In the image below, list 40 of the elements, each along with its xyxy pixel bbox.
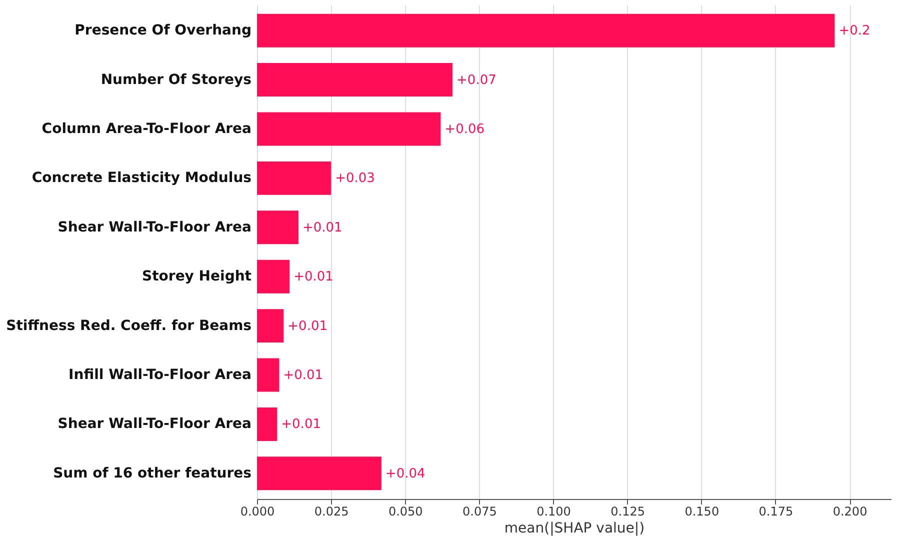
bar — [257, 358, 280, 392]
x-axis-title: mean(|SHAP value|) — [504, 520, 645, 536]
x-tick-label: 0.075 — [462, 504, 497, 518]
y-tick-label: Storey Height — [142, 268, 252, 285]
x-tick-label: 0.125 — [610, 504, 646, 518]
bar — [257, 14, 835, 48]
y-tick-label: Sum of 16 other features — [53, 465, 252, 482]
bar — [257, 309, 284, 343]
x-tick-label: 0.175 — [758, 504, 794, 518]
data-label: +0.01 — [281, 417, 321, 432]
data-label: +0.06 — [444, 122, 485, 137]
bar — [257, 112, 441, 146]
x-tick-label: 0.100 — [536, 504, 571, 518]
data-label: +0.01 — [294, 270, 334, 285]
bar — [257, 260, 290, 294]
bar — [257, 407, 278, 441]
y-tick-label: Infill Wall-To-Floor Area — [68, 367, 252, 384]
y-tick-label: Shear Wall-To-Floor Area — [58, 416, 252, 432]
y-tick-label: Concrete Elasticity Modulus — [32, 170, 252, 186]
y-tick-label: Column Area-To-Floor Area — [42, 120, 252, 137]
y-tick-label: Stiffness Red. Coeff. for Beams — [6, 318, 252, 334]
x-tick-label: 0.000 — [240, 504, 275, 518]
x-tick-label: 0.200 — [832, 504, 868, 518]
bar — [257, 210, 298, 244]
x-tick-label: 0.050 — [388, 504, 423, 518]
y-tick-label: Number Of Storeys — [100, 72, 252, 88]
bar — [257, 161, 332, 195]
data-label: +0.01 — [283, 368, 324, 384]
bar — [257, 456, 382, 490]
y-tick-label: Shear Wall-To-Floor Area — [58, 219, 252, 236]
y-tick-label: Presence Of Overhang — [74, 22, 252, 39]
data-label: +0.01 — [288, 318, 328, 334]
x-tick-label: 0.150 — [684, 504, 720, 518]
data-label: +0.03 — [335, 171, 375, 186]
x-tick-label: 0.025 — [314, 504, 349, 518]
data-label: +0.07 — [456, 72, 496, 88]
data-label: +0.01 — [302, 220, 342, 236]
bar — [257, 63, 453, 97]
data-label: +0.04 — [385, 466, 426, 482]
data-label: +0.2 — [838, 24, 870, 39]
